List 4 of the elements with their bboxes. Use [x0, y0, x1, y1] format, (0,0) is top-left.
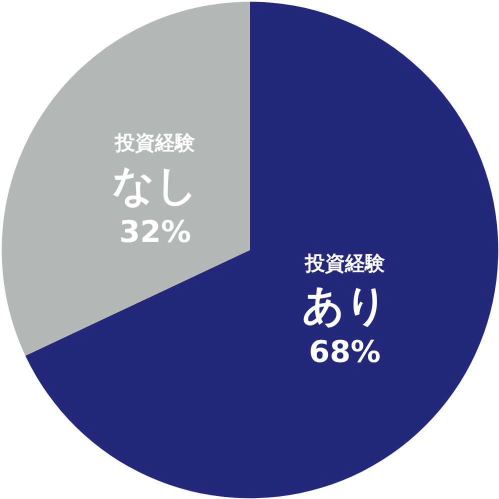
slice-label: 投資経験あり [302, 250, 388, 330]
data-label: 68% [308, 335, 381, 370]
slice-label: 投資経験なし [112, 130, 198, 210]
data-label: 32% [119, 214, 192, 250]
